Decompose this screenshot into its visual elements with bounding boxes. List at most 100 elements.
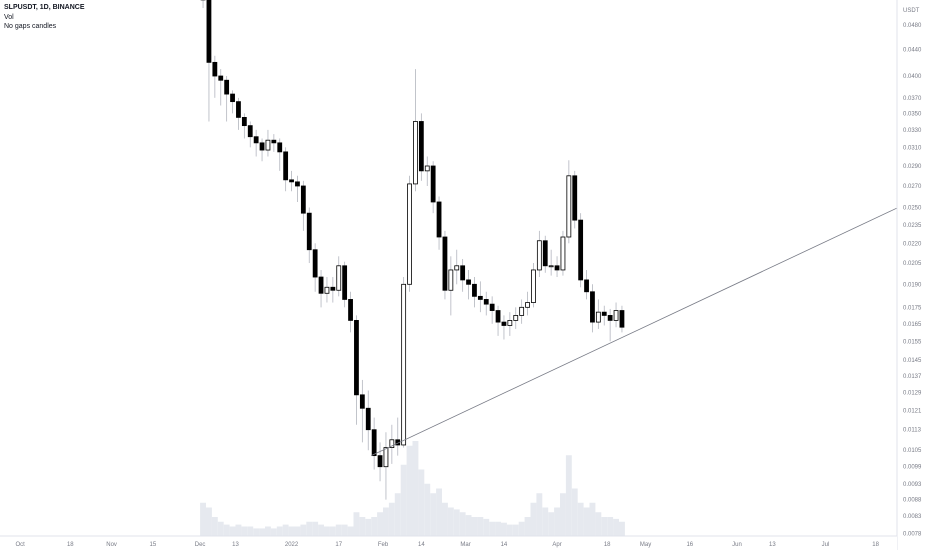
candle	[472, 277, 477, 308]
candle	[383, 432, 389, 500]
time-tick-label: Apr	[552, 542, 561, 548]
volume-bar	[619, 521, 625, 536]
candle	[259, 138, 265, 162]
volume-bar	[530, 502, 537, 536]
volume-indicator-label[interactable]: Vol	[4, 13, 14, 21]
candle-body	[300, 185, 306, 214]
candle	[489, 296, 495, 324]
candle-body	[259, 142, 265, 151]
time-tick-label: Oct	[15, 542, 25, 548]
candle-body	[460, 265, 466, 281]
candle	[212, 55, 218, 98]
volume-bar	[324, 526, 330, 536]
volume-bar	[613, 518, 619, 536]
volume-bar	[371, 517, 378, 536]
time-tick-label: Dec	[195, 542, 206, 548]
volume-bar	[406, 445, 413, 536]
volume-bar	[542, 507, 549, 536]
candle-body	[513, 315, 519, 321]
candle-body	[383, 447, 389, 468]
candle	[230, 90, 235, 114]
price-tick-label: 0.0093	[903, 482, 922, 488]
time-tick-label: Jul	[822, 542, 830, 548]
volume-bar	[565, 455, 572, 536]
candle-body	[607, 315, 613, 321]
candle-body	[566, 175, 572, 238]
time-tick-label: 18	[67, 542, 74, 548]
candle	[354, 315, 359, 425]
candle	[241, 113, 247, 139]
price-tick-label: 0.0310	[903, 145, 922, 151]
volume-bar	[377, 512, 383, 536]
candle-body	[501, 321, 507, 326]
volume-bar	[259, 528, 265, 536]
symbol-title[interactable]: SLPUSDT, 1D, BINANCE	[4, 4, 85, 11]
candle	[413, 69, 418, 192]
candle	[318, 269, 324, 308]
candle	[607, 308, 613, 342]
candle-body	[595, 311, 601, 323]
candle-body	[359, 394, 365, 409]
candle-body	[436, 201, 442, 238]
candle-body	[472, 283, 477, 297]
candle-body	[330, 286, 336, 291]
candle	[542, 235, 548, 273]
price-tick-label: 0.0078	[903, 531, 922, 537]
price-tick-label: 0.0121	[903, 409, 922, 415]
volume-bar	[394, 493, 401, 536]
candle	[359, 379, 365, 443]
volume-bar	[518, 521, 525, 536]
time-axis[interactable]: Oct 18 Nov 15 Dec 13 2022 17 Feb 14 Mar 14 Apr 18 May 1…	[15, 542, 879, 548]
candle	[507, 312, 513, 336]
volume-bar	[359, 517, 366, 536]
volume-bar	[353, 512, 360, 536]
candle	[501, 315, 507, 340]
candle	[554, 256, 560, 278]
candle	[424, 156, 430, 186]
candle	[519, 299, 525, 324]
candle-body	[448, 269, 454, 291]
volume-bar	[229, 526, 236, 536]
candle	[601, 305, 607, 326]
price-tick-label: 0.0105	[903, 448, 922, 454]
candle-body	[306, 212, 312, 251]
candle-body	[601, 311, 607, 316]
price-tick-label: 0.0330	[903, 128, 922, 134]
candle	[395, 417, 401, 456]
price-tick-label: 0.0145	[903, 358, 922, 364]
volume-bar	[365, 518, 372, 536]
time-tick-label: 14	[501, 542, 508, 548]
candle	[324, 277, 330, 303]
volume-bar	[489, 521, 496, 536]
time-tick-label: 18	[604, 542, 611, 548]
volume-bar	[282, 524, 289, 536]
candle-body	[212, 61, 218, 77]
candle-body	[560, 236, 566, 271]
candle	[560, 230, 566, 276]
candle-body	[495, 310, 501, 323]
price-axis[interactable]: 0.0480 0.0440 0.0400 0.0370 0.0350 0.0330 0.03…	[903, 23, 922, 537]
volume-bar	[601, 517, 608, 536]
candle	[448, 256, 454, 316]
candle-body	[218, 75, 224, 81]
time-tick-label: 14	[418, 542, 425, 548]
candle-body	[466, 279, 471, 285]
candle	[483, 291, 489, 316]
time-tick-label: 15	[150, 542, 157, 548]
candle	[442, 230, 448, 300]
price-tick-label: 0.0250	[903, 206, 922, 212]
candle-body	[584, 279, 589, 293]
volume-bar	[495, 521, 501, 536]
candle-body	[613, 310, 619, 321]
volume-bar	[265, 526, 271, 536]
candle	[578, 213, 584, 288]
no-gaps-candles-label[interactable]: No gaps candles	[4, 23, 57, 30]
candle-body	[236, 101, 241, 118]
time-tick-label: 2022	[285, 542, 299, 548]
price-tick-label: 0.0088	[903, 498, 922, 504]
candle-body	[477, 295, 483, 300]
candle	[572, 170, 578, 229]
candle	[454, 249, 460, 285]
time-tick-label: Nov	[106, 542, 117, 548]
